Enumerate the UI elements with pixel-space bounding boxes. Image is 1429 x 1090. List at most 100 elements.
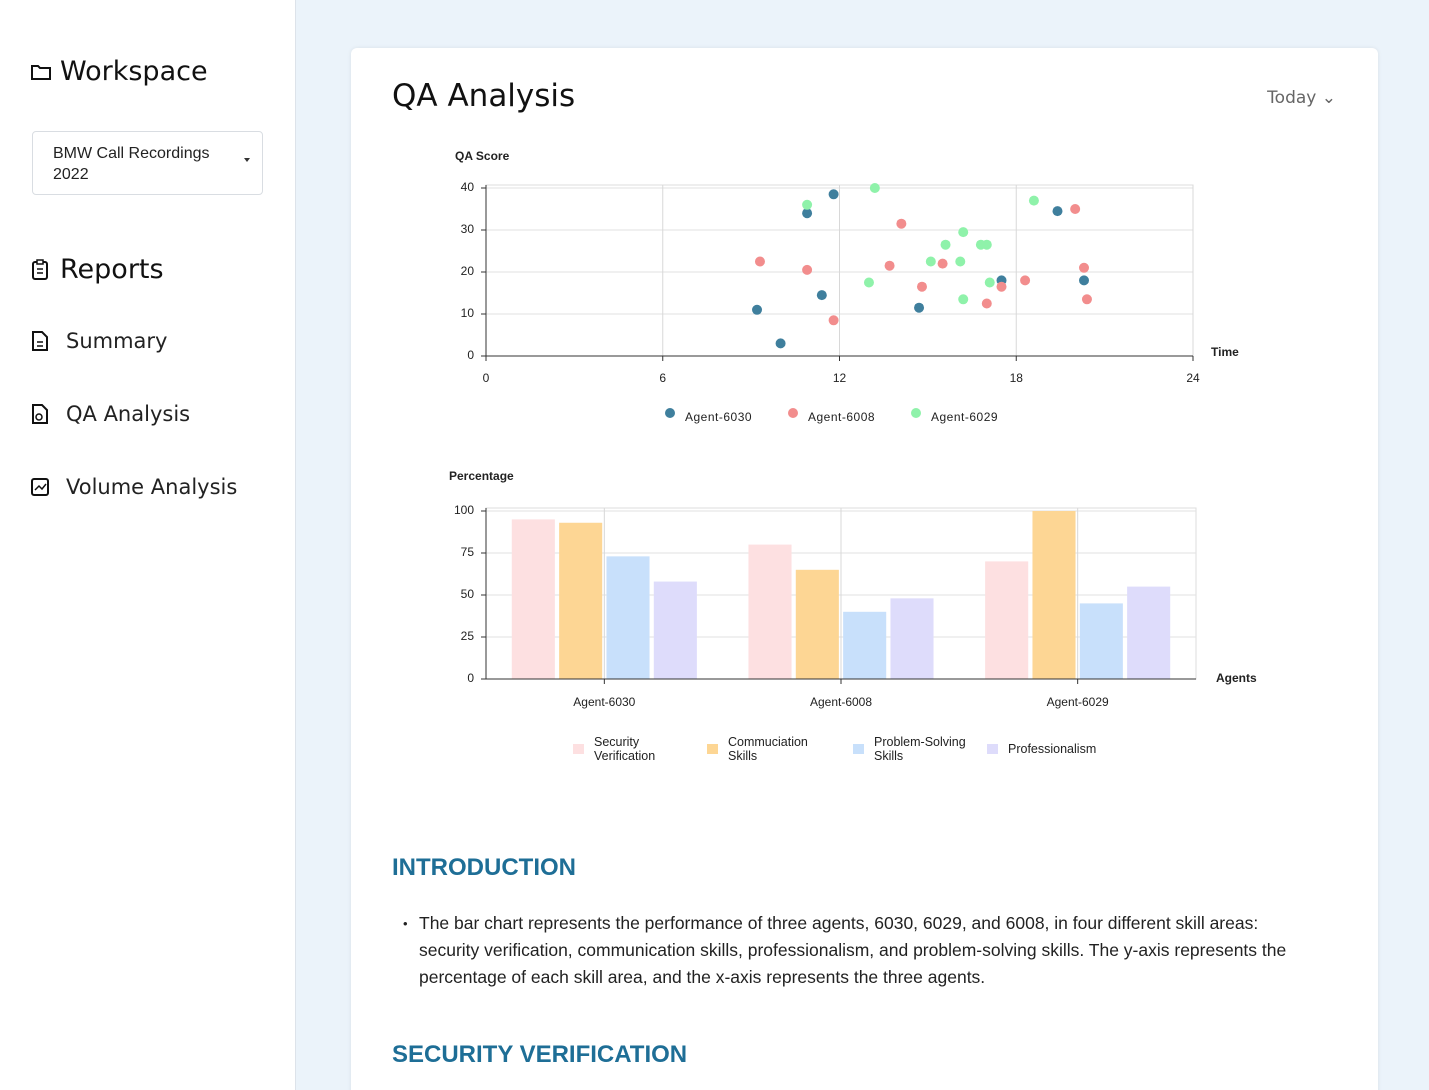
legend-label: Agent-6030 — [685, 410, 752, 424]
y-tick-label: 25 — [461, 629, 475, 643]
charts: 0 10 20 30 40 0 6 12 18 24 QA Score Time Agent-6030 A… — [449, 149, 1257, 763]
point — [1081, 294, 1092, 305]
x-axis-title: Time — [1211, 345, 1239, 359]
legend-swatch — [573, 744, 584, 754]
nav-label: Summary — [66, 329, 168, 353]
legend-swatch — [707, 744, 718, 754]
legend-swatch — [987, 744, 998, 754]
clipboard-icon — [32, 258, 48, 280]
point — [896, 218, 907, 229]
legend-swatch — [788, 408, 798, 418]
workspace-title: Workspace — [60, 56, 208, 87]
doc-icon — [32, 331, 48, 351]
point — [816, 290, 827, 301]
point — [884, 260, 895, 271]
legend-label: Security Verification — [594, 735, 656, 763]
point — [940, 239, 951, 250]
x-axis-title: Agents — [1216, 671, 1257, 685]
report-card: QA Analysis Today ⌄ 0 10 20 30 40 0 6 12 18 24 QA … — [351, 48, 1378, 1090]
qa-icon — [32, 404, 48, 424]
bullet: The bar chart represents the performance… — [403, 910, 1319, 991]
x-tick-label: Agent-6030 — [573, 695, 635, 709]
x-tick-label: 12 — [833, 371, 847, 385]
point — [958, 294, 969, 305]
y-tick-label: 30 — [461, 222, 475, 236]
date-filter[interactable]: Today ⌄ — [1267, 88, 1336, 108]
section-heading: SECURITY VERIFICATION — [392, 1041, 688, 1068]
legend-label: Agent-6029 — [931, 410, 998, 424]
legend-swatch — [911, 408, 921, 418]
bar — [985, 561, 1029, 679]
point — [1020, 275, 1031, 286]
select-value: BMW Call Recordings 2022 — [53, 145, 210, 183]
legend-swatch — [665, 408, 675, 418]
point — [981, 298, 992, 309]
point — [869, 183, 880, 193]
point — [981, 239, 992, 250]
point — [802, 208, 813, 219]
point — [955, 256, 966, 267]
nav-label: QA Analysis — [66, 402, 191, 426]
x-tick-label: 18 — [1010, 371, 1024, 385]
point — [937, 258, 948, 269]
legend-label: Problem-Solving Skills — [874, 735, 966, 763]
workspace-select[interactable]: BMW Call Recordings 2022 — [32, 131, 263, 195]
point — [775, 338, 786, 349]
bar — [653, 581, 697, 679]
point — [916, 281, 927, 292]
point — [925, 256, 936, 267]
x-tick-label: 6 — [659, 371, 666, 385]
reports-header: Reports — [30, 254, 164, 285]
folder-icon — [31, 64, 51, 80]
bar — [606, 556, 650, 679]
y-tick-label: 0 — [467, 348, 474, 362]
nav-item[interactable]: Volume Analysis — [30, 475, 237, 499]
x-tick-label: 24 — [1186, 371, 1200, 385]
point — [1052, 206, 1063, 217]
point — [958, 227, 969, 238]
bar — [795, 569, 839, 679]
point — [1079, 262, 1090, 273]
workspace-header: Workspace — [30, 56, 208, 87]
bar — [890, 598, 934, 679]
y-tick-label: 40 — [461, 180, 475, 194]
y-axis-title: Percentage — [449, 469, 514, 483]
y-tick-label: 0 — [467, 671, 474, 685]
point — [752, 304, 763, 315]
bar — [511, 519, 555, 679]
section-heading: INTRODUCTION — [392, 854, 576, 881]
x-tick-label: 0 — [483, 371, 490, 385]
sidebar: Workspace BMW Call Recordings 2022 Repor… — [0, 0, 296, 1090]
legend-label: Commuciation Skills — [728, 735, 808, 763]
legend-label-box: Security Verification — [594, 735, 656, 763]
legend-label-box: Professionalism — [1008, 742, 1097, 756]
reports-title: Reports — [60, 254, 164, 285]
page-title: QA Analysis — [392, 78, 576, 114]
point — [1079, 275, 1090, 286]
x-tick-label: Agent-6029 — [1047, 695, 1109, 709]
y-tick-label: 100 — [454, 503, 474, 517]
point — [828, 189, 839, 200]
y-tick-label: 50 — [461, 587, 475, 601]
point — [984, 277, 995, 288]
nav-label: Volume Analysis — [66, 475, 238, 499]
point — [754, 256, 765, 267]
legend-label-box: Problem-Solving Skills — [874, 735, 966, 763]
nav-item[interactable]: QA Analysis — [30, 402, 190, 426]
legend-label: Professionalism — [1008, 742, 1097, 756]
y-axis-title: QA Score — [455, 149, 510, 163]
legend-label-box: Commuciation Skills — [728, 735, 808, 763]
chart-icon — [31, 478, 49, 496]
caret — [244, 158, 250, 162]
point — [1028, 195, 1039, 206]
y-tick-label: 10 — [461, 306, 475, 320]
x-tick-label: Agent-6008 — [810, 695, 872, 709]
legend-label: Agent-6008 — [808, 410, 875, 424]
point — [914, 302, 925, 313]
bar — [748, 544, 792, 679]
nav-item[interactable]: Summary — [30, 329, 167, 353]
bar — [559, 522, 603, 679]
point — [802, 199, 813, 210]
point — [863, 277, 874, 288]
